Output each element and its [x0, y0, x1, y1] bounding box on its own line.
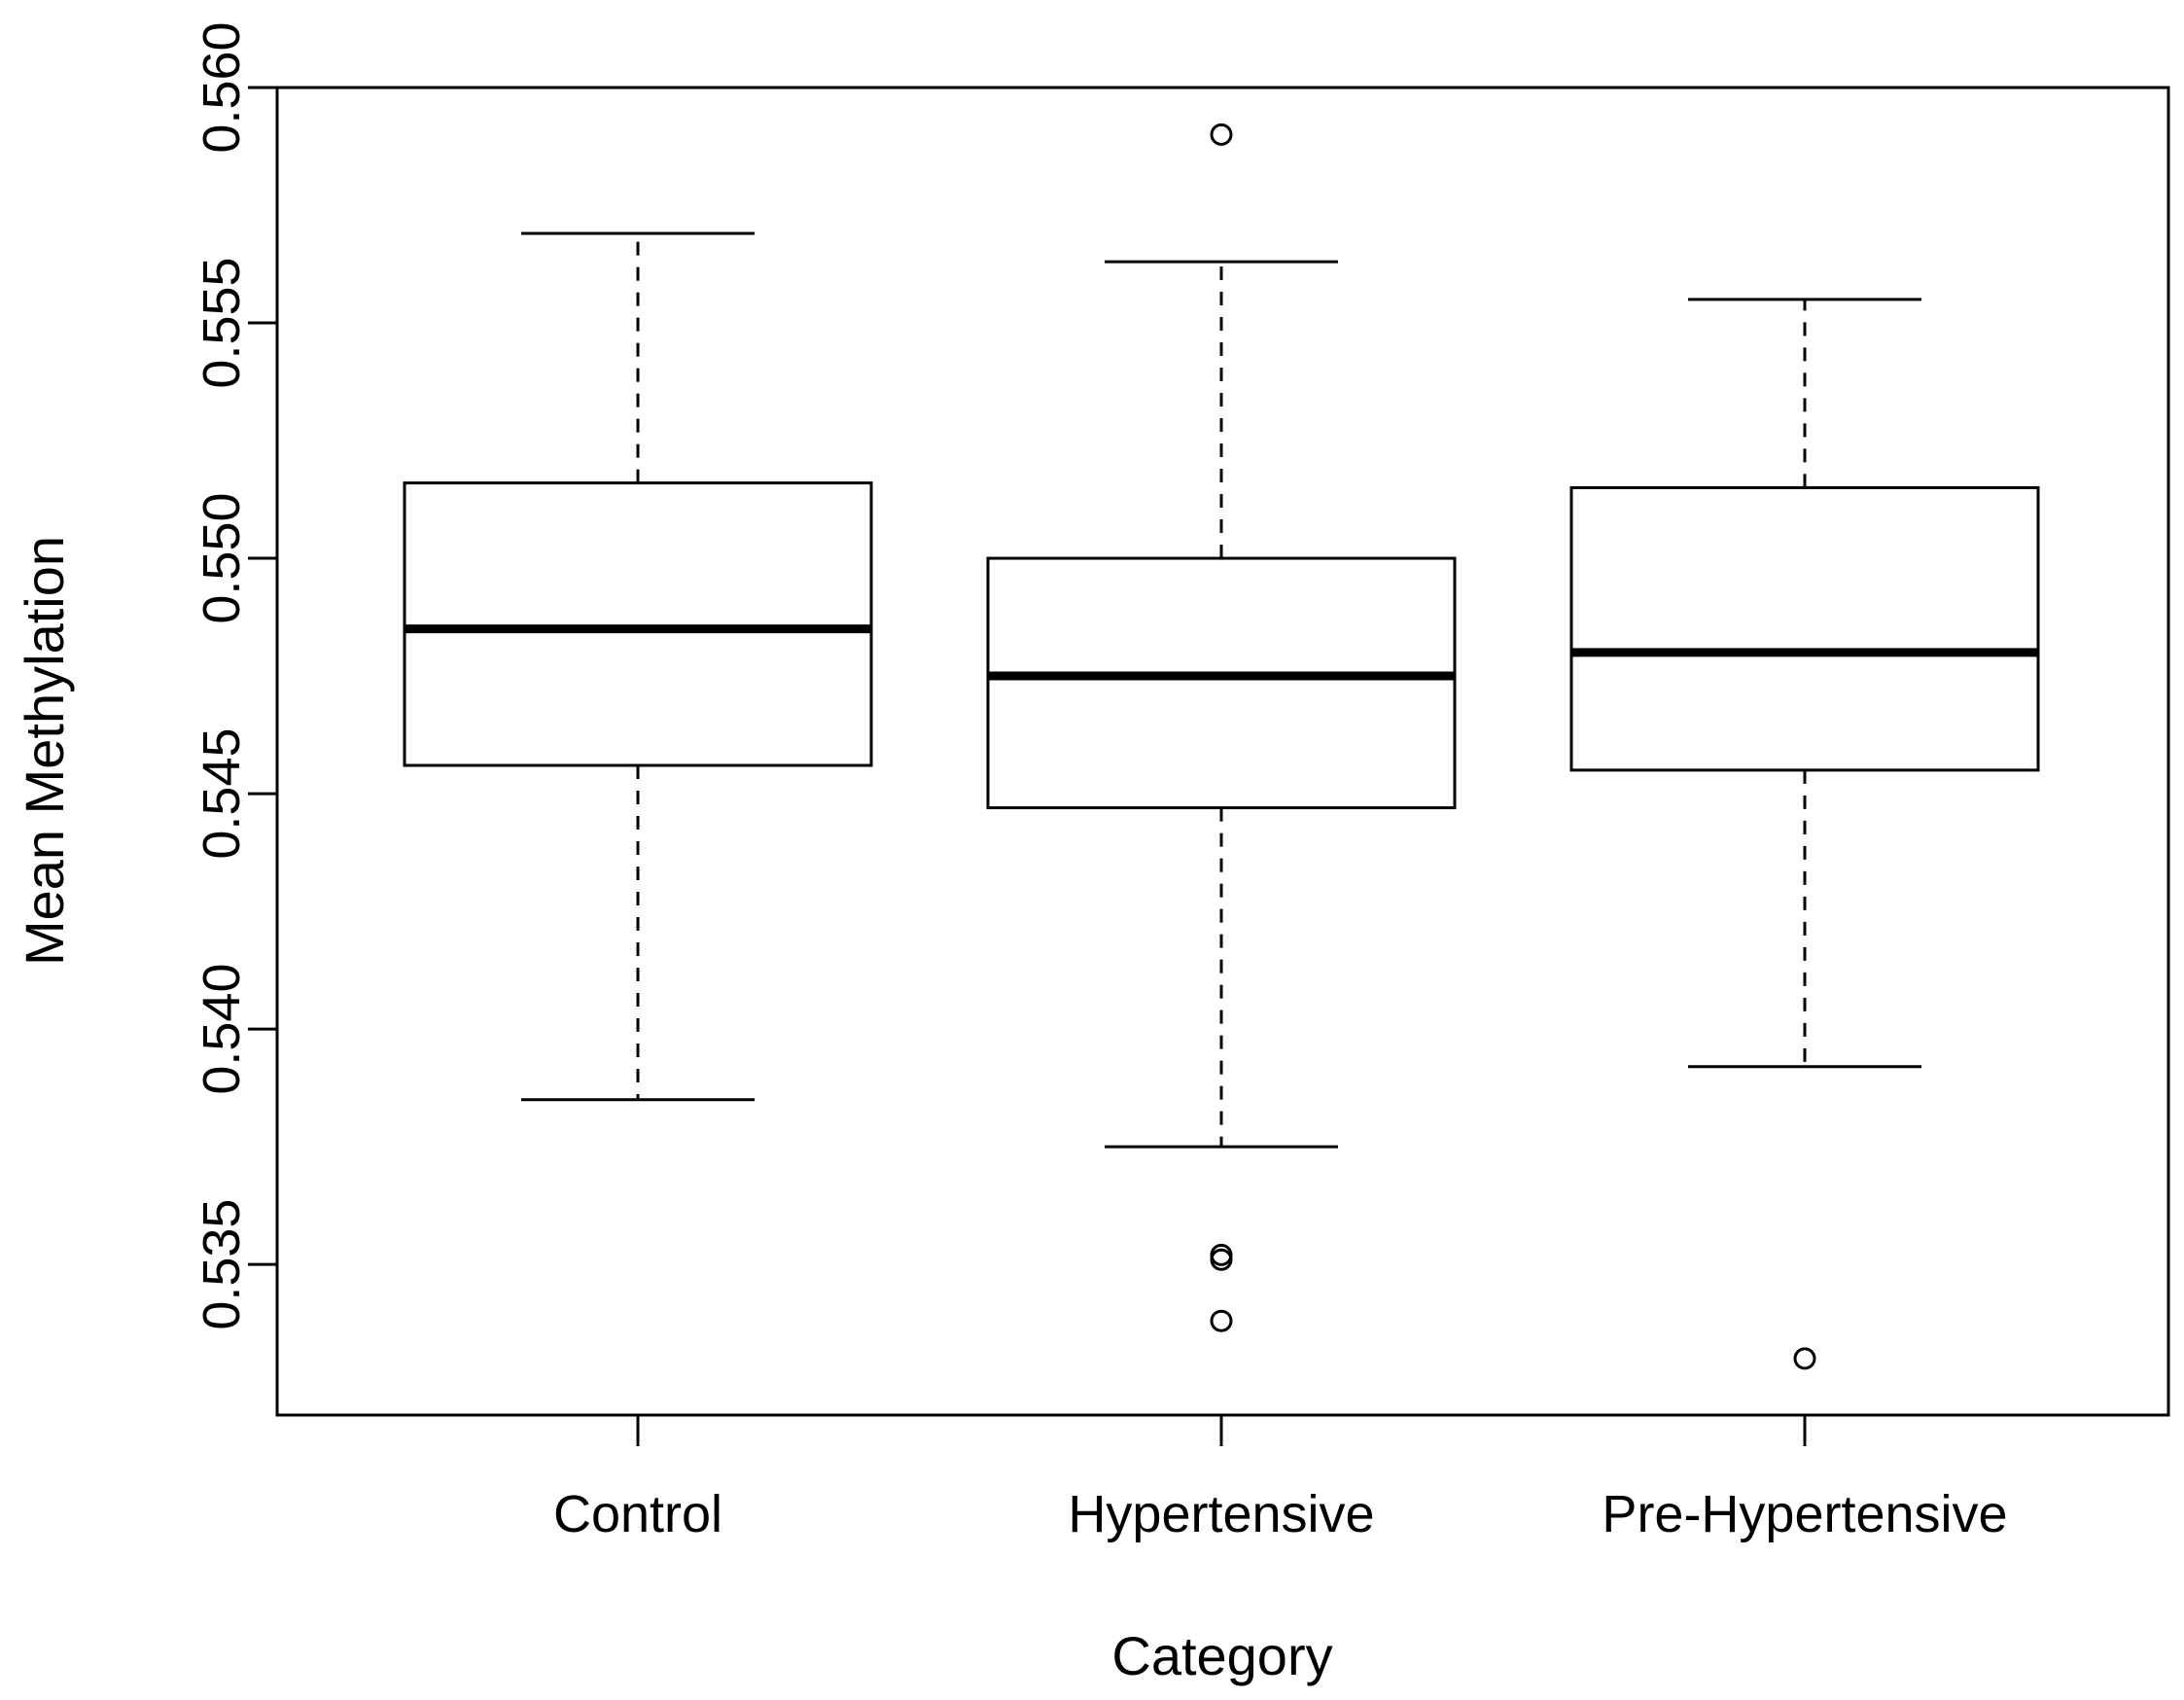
x-axis: Control Hypertensive Pre-Hypertensive [553, 1415, 2008, 1543]
y-axis: 0.535 0.540 0.545 0.550 0.555 0.560 [193, 21, 279, 1330]
x-tick-label-2: Pre-Hypertensive [1602, 1485, 2007, 1543]
box-pre-hypertensive [1569, 298, 2040, 1370]
iqr-box [986, 556, 1457, 810]
y-tick-label-4: 0.555 [193, 257, 251, 388]
iqr-box [1569, 485, 2040, 772]
box-series [403, 123, 2040, 1370]
x-axis-title: Category [1111, 1625, 1332, 1686]
outlier-point-2 [1210, 1248, 1233, 1271]
y-tick-label-1: 0.540 [193, 964, 251, 1095]
outlier-point-3 [1210, 1309, 1233, 1332]
y-tick-label-5: 0.560 [193, 21, 251, 153]
x-tick-label-1: Hypertensive [1068, 1485, 1374, 1543]
y-tick-label-2: 0.545 [193, 727, 251, 859]
iqr-box [403, 481, 873, 767]
outlier-point-0 [1210, 123, 1233, 146]
box-control [403, 231, 873, 1102]
x-tick-label-0: Control [553, 1485, 722, 1543]
box-hypertensive [986, 123, 1457, 1332]
outlier-point-0 [1793, 1347, 1816, 1370]
y-axis-title: Mean Methylation [14, 536, 75, 966]
y-tick-label-0: 0.535 [193, 1199, 251, 1330]
y-tick-label-3: 0.550 [193, 492, 251, 623]
